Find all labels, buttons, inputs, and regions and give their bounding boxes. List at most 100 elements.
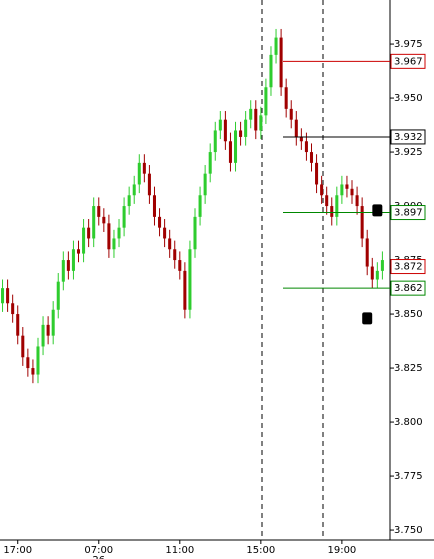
candle-body bbox=[244, 119, 248, 137]
candle-body bbox=[294, 119, 298, 137]
price-label: 3.967 bbox=[394, 56, 423, 67]
candle-body bbox=[325, 195, 329, 207]
candle-body bbox=[249, 108, 253, 120]
candle-body bbox=[315, 162, 319, 185]
candle-body bbox=[142, 162, 146, 174]
signal-marker bbox=[372, 204, 383, 217]
price-label-box bbox=[390, 53, 426, 69]
candle-body bbox=[375, 270, 379, 280]
candle-body bbox=[208, 152, 212, 174]
candle-body bbox=[188, 249, 192, 310]
candle-body bbox=[239, 130, 243, 137]
candle-body bbox=[223, 119, 227, 142]
candle-body bbox=[112, 238, 116, 250]
signal-label: S bbox=[374, 206, 380, 217]
candle-body bbox=[51, 309, 55, 336]
candle-body bbox=[137, 162, 141, 185]
x-tick-label: 15:00 bbox=[246, 545, 275, 556]
signal-label: B bbox=[364, 314, 371, 325]
candle-body bbox=[345, 184, 349, 189]
candle-body bbox=[6, 288, 10, 304]
signal-marker bbox=[362, 312, 373, 325]
candle-body bbox=[340, 184, 344, 196]
y-tick-label: 3.850 bbox=[394, 309, 423, 320]
price-label: 3.872 bbox=[394, 262, 423, 273]
price-label-box bbox=[390, 129, 426, 145]
candle-body bbox=[254, 108, 258, 131]
candle-body bbox=[218, 119, 222, 131]
y-tick-label: 3.950 bbox=[394, 93, 423, 104]
candle-body bbox=[350, 188, 354, 196]
candle-body bbox=[330, 206, 334, 217]
candle-body bbox=[163, 227, 167, 239]
y-tick-label: 3.800 bbox=[394, 417, 423, 428]
candle-body bbox=[264, 87, 268, 116]
candle-body bbox=[284, 87, 288, 109]
date-label: 26 bbox=[92, 555, 105, 559]
candle-body bbox=[127, 195, 131, 207]
candle-body bbox=[11, 303, 15, 315]
candle-body bbox=[178, 260, 182, 271]
price-label: 3.862 bbox=[394, 283, 423, 294]
candle-body bbox=[228, 141, 232, 163]
y-tick-label: 3.825 bbox=[394, 363, 423, 374]
price-label-box bbox=[390, 205, 426, 221]
candle-body bbox=[203, 173, 207, 196]
candle-body bbox=[1, 288, 5, 304]
candle-body bbox=[92, 206, 96, 239]
candle-body bbox=[335, 195, 339, 217]
price-label-box bbox=[390, 280, 426, 296]
candle-body bbox=[320, 184, 324, 196]
candle-body bbox=[355, 195, 359, 207]
candle-body bbox=[234, 130, 238, 163]
candle-body bbox=[269, 54, 273, 88]
y-tick-label: 3.925 bbox=[394, 147, 423, 158]
candle-body bbox=[213, 130, 217, 153]
y-tick-label: 3.975 bbox=[394, 39, 423, 50]
candle-body bbox=[168, 238, 172, 250]
candle-body bbox=[198, 195, 202, 217]
x-tick-label: 19:00 bbox=[327, 545, 356, 556]
y-tick-label: 3.775 bbox=[394, 471, 423, 482]
candle-body bbox=[183, 270, 187, 310]
candle-body bbox=[309, 152, 314, 163]
candle-body bbox=[299, 136, 303, 142]
candle-body bbox=[152, 195, 156, 217]
candle-body bbox=[365, 238, 369, 267]
y-tick-label: 3.750 bbox=[394, 525, 423, 536]
price-label: 3.932 bbox=[394, 132, 423, 143]
candle-body bbox=[36, 346, 40, 375]
price-label-box bbox=[390, 259, 426, 275]
candle-body bbox=[274, 37, 278, 55]
candle-body bbox=[173, 249, 177, 261]
candle-body bbox=[132, 184, 136, 196]
candle-body bbox=[56, 281, 60, 310]
candle-body bbox=[289, 108, 293, 120]
candle-body bbox=[16, 314, 20, 336]
candle-body bbox=[31, 368, 35, 375]
candle-body bbox=[41, 324, 45, 347]
candle-body bbox=[46, 324, 50, 336]
candle-body bbox=[21, 335, 25, 358]
candle-body bbox=[158, 216, 162, 228]
candle-body bbox=[117, 227, 121, 239]
candle-body bbox=[66, 260, 70, 271]
x-tick-label: 17:00 bbox=[3, 545, 32, 556]
candle-body bbox=[71, 249, 75, 271]
candle-body bbox=[97, 206, 101, 217]
candle-body bbox=[259, 115, 263, 131]
candle-body bbox=[279, 37, 283, 88]
candle-body bbox=[147, 173, 151, 196]
x-tick-label: 11:00 bbox=[165, 545, 194, 556]
candle-body bbox=[107, 223, 111, 250]
candle-body bbox=[380, 260, 384, 271]
candle-body bbox=[76, 249, 81, 254]
candle-body bbox=[360, 206, 364, 239]
price-label: 3.897 bbox=[394, 208, 423, 219]
candle-body bbox=[102, 216, 106, 224]
candle-body bbox=[370, 266, 374, 280]
candle-body bbox=[61, 260, 65, 282]
candle-body bbox=[26, 357, 30, 369]
